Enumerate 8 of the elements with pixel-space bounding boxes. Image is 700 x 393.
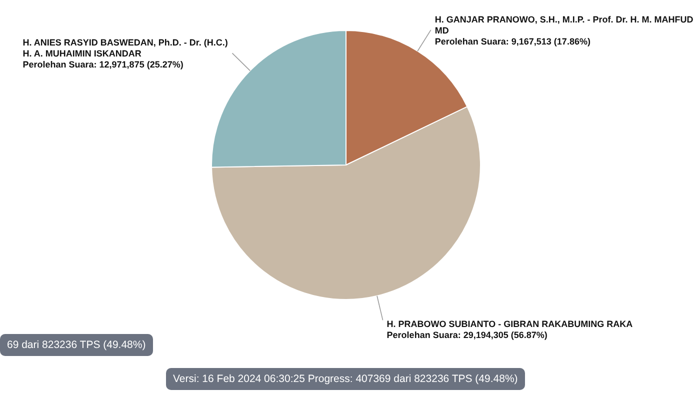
slice-label: H. GANJAR PRANOWO, S.H., M.I.P. - Prof. Dr. H. M. MAHFUD MD bbox=[434, 14, 694, 36]
text: 69 dari 823236 TPS (49.48%) bbox=[0, 334, 153, 356]
text: Versi: 16 Feb 2024 06:30:25 Progress: 407369 dari 823236 TPS (49.48%) bbox=[166, 368, 525, 390]
data-label: Perolehan Suara: 12,971,875 (25.27%) bbox=[22, 60, 184, 70]
slice-label: H. PRABOWO SUBIANTO - GIBRAN RAKABUMING RAKA bbox=[386, 319, 634, 330]
slice-label: H. ANIES RASYID BASWEDAN, Ph.D. - Dr. (H.C.) H. A. MUHAIMIN ISKANDAR bbox=[22, 38, 228, 59]
data-label: Perolehan Suara: 29,194,305 (56.87%) bbox=[386, 330, 548, 340]
data-label: Perolehan Suara: 9,167,513 (17.86%) bbox=[434, 36, 590, 46]
